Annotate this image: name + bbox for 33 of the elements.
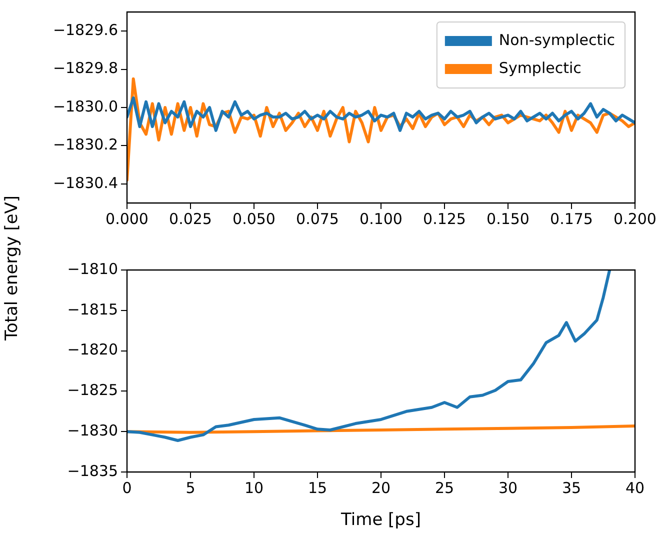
x-tick-label: 0.200	[614, 210, 656, 228]
y-tick-label: −1830.0	[52, 97, 118, 116]
x-tick-label: 25	[434, 478, 454, 497]
x-tick-label: 5	[186, 478, 196, 497]
x-tick-label: 0.050	[232, 210, 276, 228]
x-tick-label: 30	[498, 478, 518, 497]
y-tick-label: −1815	[67, 300, 118, 318]
x-tick-label: 10	[244, 478, 264, 497]
x-tick-label: 40	[625, 478, 645, 497]
x-tick-label: 15	[308, 478, 328, 497]
y-tick-label: −1810	[67, 260, 118, 278]
x-tick-label: 0	[122, 478, 132, 497]
legend-label: Symplectic	[498, 58, 582, 77]
y-tick-label: −1829.6	[52, 20, 118, 39]
y-tick-label: −1830.4	[52, 174, 118, 192]
x-tick-label: 0.000	[106, 210, 148, 228]
x-tick-label: 0.025	[169, 210, 212, 228]
y-tick-label: −1835	[67, 462, 118, 480]
y-tick-label: −1825	[67, 381, 118, 400]
x-tick-label: 0.175	[550, 210, 593, 228]
y-tick-label: −1829.8	[52, 59, 118, 78]
x-axis-title: Time [ps]	[340, 510, 421, 530]
x-tick-label: 0.075	[296, 210, 339, 228]
legend-label: Non-symplectic	[498, 30, 616, 49]
y-tick-label: −1820	[67, 340, 118, 359]
x-tick-label: 20	[371, 478, 391, 497]
x-tick-label: 0.150	[486, 210, 530, 228]
x-tick-label: 0.100	[360, 210, 402, 228]
y-tick-label: −1830.2	[52, 136, 118, 154]
y-axis-title: Total energy [eV]	[2, 195, 22, 341]
x-tick-label: 35	[562, 478, 582, 497]
x-tick-label: 0.125	[423, 210, 466, 228]
y-tick-label: −1830	[67, 421, 118, 440]
